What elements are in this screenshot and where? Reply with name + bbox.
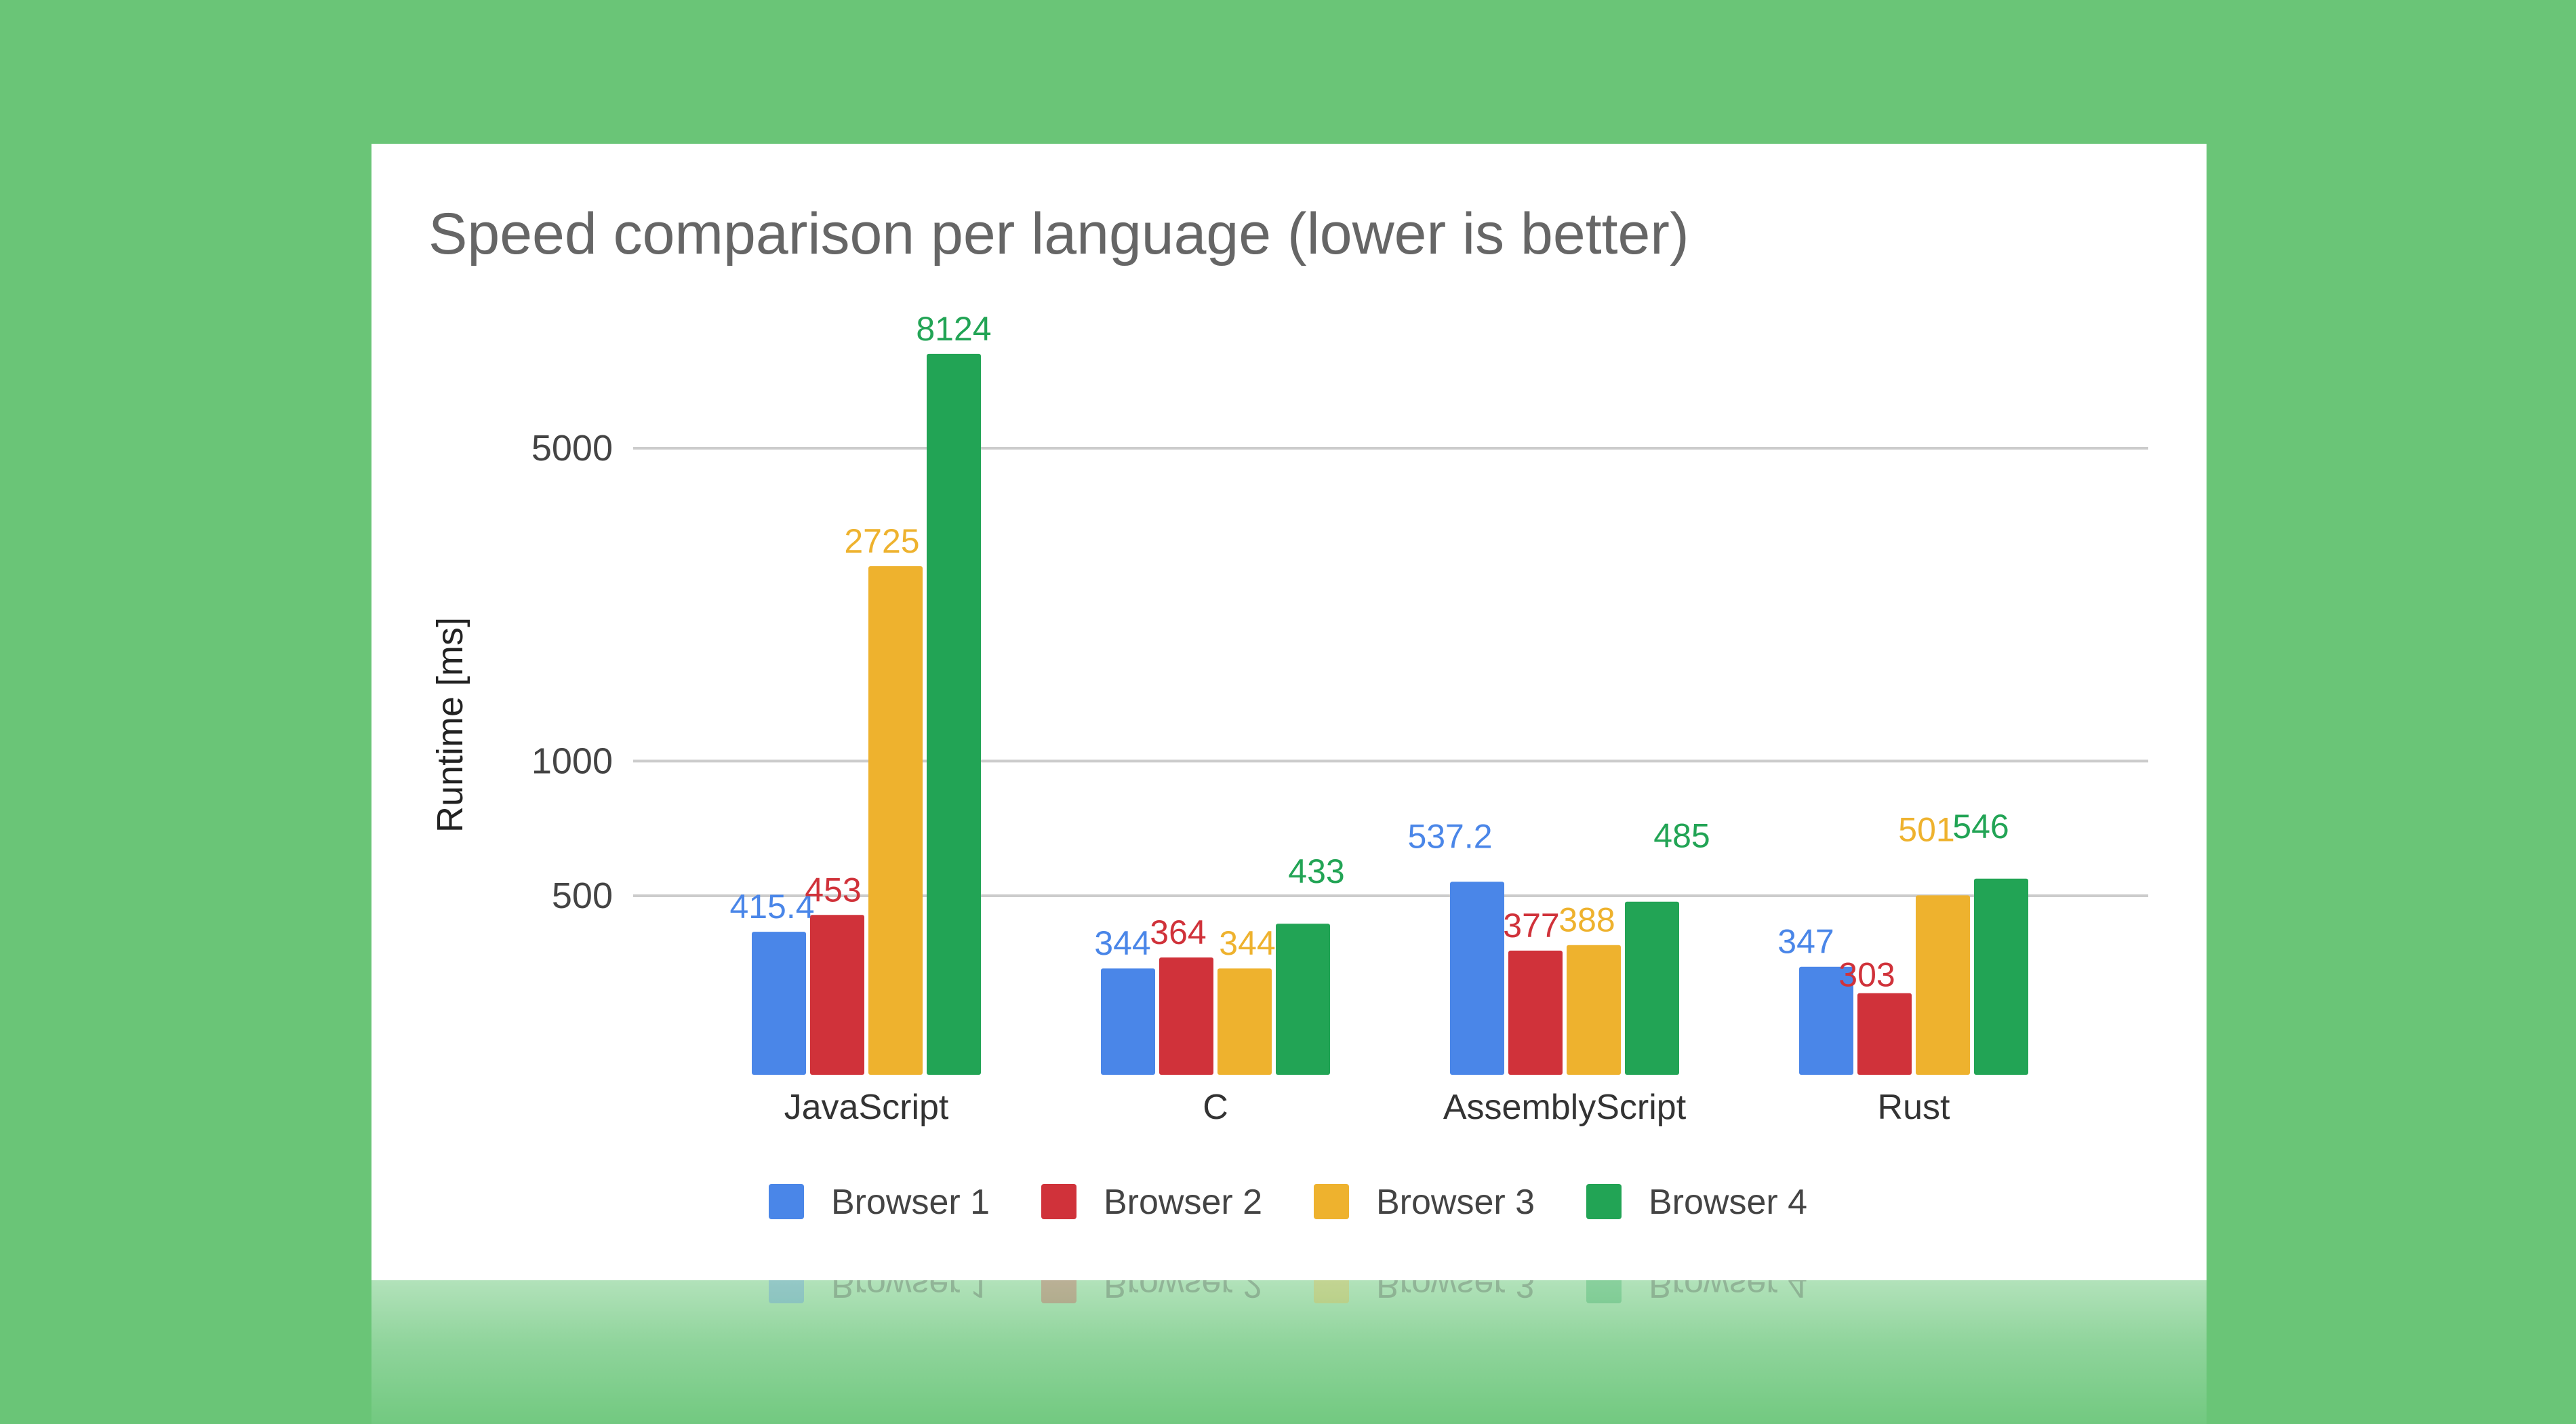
data-label: 303: [1838, 956, 1895, 994]
legend-label: Browser 2: [1104, 1183, 1262, 1222]
legend-swatch: [1314, 1184, 1349, 1219]
y-axis-label: Runtime [ms]: [430, 617, 470, 833]
data-label: 344: [1094, 924, 1150, 962]
reflected-legend-swatch: [1041, 1280, 1076, 1303]
legend-swatch: [1586, 1184, 1622, 1219]
x-category-label: C: [1203, 1088, 1228, 1127]
y-tick-label: 5000: [531, 428, 613, 469]
data-label: 344: [1219, 924, 1275, 962]
x-category-label: AssemblyScript: [1443, 1088, 1687, 1127]
data-label: 347: [1777, 923, 1834, 961]
data-label: 453: [805, 871, 861, 909]
legend: Browser 1 Browser 2 Browser 3 Browser 4: [769, 1183, 1807, 1222]
reflected-legend-label: Browser 2: [1104, 1280, 1262, 1305]
chart-card: Speed comparison per language (lower is …: [371, 144, 2207, 1280]
reflected-legend-label: Browser 3: [1376, 1280, 1535, 1305]
data-label: 2725: [844, 522, 919, 560]
data-label: 8124: [916, 310, 991, 348]
y-tick-label: 1000: [531, 740, 613, 781]
data-label: 388: [1558, 901, 1615, 939]
bar-c-series-1: [1101, 968, 1155, 1075]
reflected-legend-label: Browser 1: [831, 1280, 990, 1305]
bar-c-series-4: [1276, 924, 1330, 1075]
bar-javascript-series-3: [868, 566, 923, 1075]
bars: [752, 353, 2028, 1075]
legend-label: Browser 1: [831, 1183, 990, 1222]
legend-swatch: [769, 1184, 804, 1219]
bar-c-series-3: [1217, 968, 1272, 1075]
legend-reflection: Browser 1 Browser 2 Browser 3 Browser 4: [371, 1280, 2207, 1424]
legend-swatch: [1041, 1184, 1076, 1219]
bar-rust-series-4: [1974, 878, 2028, 1075]
data-label: 485: [1653, 817, 1710, 855]
reflected-legend-label: Browser 4: [1649, 1280, 1807, 1305]
bar-chart: Speed comparison per language (lower is …: [428, 201, 2148, 1222]
bar-rust-series-2: [1857, 993, 1912, 1075]
data-label: 415.4: [729, 888, 814, 926]
data-label: 537.2: [1407, 817, 1492, 855]
bar-rust-series-1: [1799, 966, 1853, 1075]
bar-assemblyscript-series-3: [1567, 945, 1621, 1075]
data-label: 546: [1952, 808, 2009, 846]
bar-assemblyscript-series-1: [1450, 882, 1504, 1075]
chart-title: Speed comparison per language (lower is …: [428, 201, 1689, 266]
bar-rust-series-3: [1916, 895, 1970, 1075]
legend-label: Browser 3: [1376, 1183, 1535, 1222]
bar-c-series-2: [1159, 957, 1213, 1075]
data-labels: 415.4 344 537.2 347 453 364 377 303 2725 344 388 50…: [729, 310, 2009, 994]
legend-label: Browser 4: [1649, 1183, 1807, 1222]
bar-assemblyscript-series-4: [1625, 901, 1679, 1075]
reflected-legend-swatch: [1586, 1280, 1622, 1303]
reflected-legend-swatch: [1314, 1280, 1349, 1303]
bar-javascript-series-2: [810, 915, 864, 1075]
reflected-legend-swatch: [769, 1280, 804, 1303]
data-label: 364: [1150, 913, 1206, 951]
bar-assemblyscript-series-2: [1508, 950, 1563, 1075]
data-label: 433: [1288, 852, 1344, 890]
reflected-legend: Browser 1 Browser 2 Browser 3 Browser 4: [769, 1280, 1807, 1305]
bar-javascript-series-4: [927, 353, 981, 1075]
y-tick-label: 500: [552, 875, 613, 916]
x-category-label: JavaScript: [784, 1088, 949, 1127]
bar-javascript-series-1: [752, 932, 806, 1075]
y-tick-labels: 500 1000 5000: [531, 428, 613, 916]
x-category-labels: JavaScript C AssemblyScript Rust: [784, 1088, 1950, 1127]
data-label: 501: [1898, 810, 1954, 848]
x-category-label: Rust: [1878, 1088, 1950, 1127]
data-label: 377: [1503, 907, 1559, 945]
